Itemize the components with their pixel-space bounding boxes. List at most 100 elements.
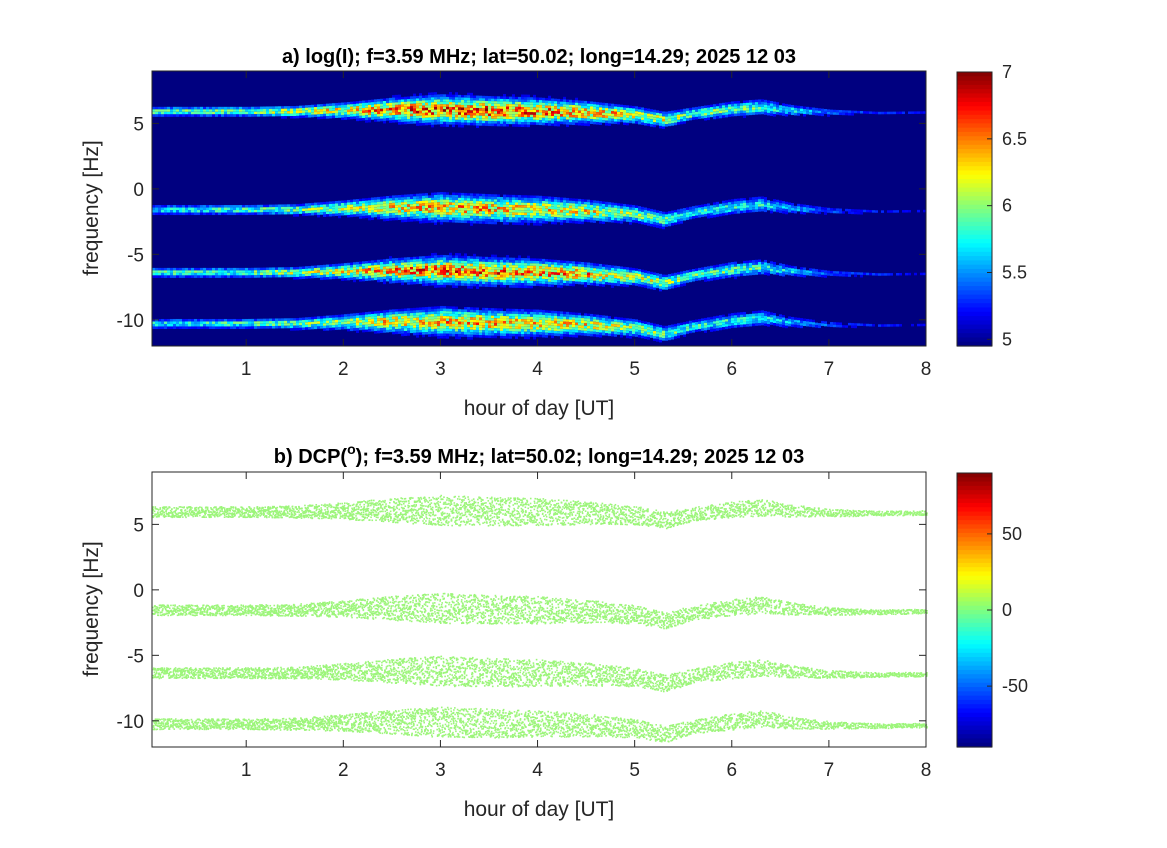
heatmap-cell	[539, 268, 542, 272]
heatmap-cell	[689, 216, 692, 220]
heatmap-cell	[416, 274, 419, 277]
heatmap-cell	[542, 97, 545, 101]
heatmap-cell	[605, 214, 608, 217]
heatmap-cell	[683, 275, 686, 279]
heatmap-cell	[608, 270, 611, 273]
heatmap-cell	[515, 212, 518, 215]
heatmap-cell	[419, 218, 422, 222]
heatmap-cell	[560, 272, 563, 276]
heatmap-cell	[632, 108, 635, 111]
heatmap-cell	[419, 278, 422, 282]
heatmap-cell	[806, 205, 809, 208]
heatmap-cell	[362, 210, 365, 214]
heatmap-cell	[647, 223, 650, 226]
heatmap-cell	[236, 207, 239, 211]
heatmap-cell	[371, 107, 374, 110]
heatmap-cell	[740, 113, 743, 116]
heatmap-cell	[338, 203, 341, 206]
heatmap-cell	[341, 203, 344, 206]
heatmap-cell	[290, 267, 293, 270]
heatmap-cell	[467, 213, 470, 216]
heatmap-cell	[224, 272, 227, 276]
heatmap-cell	[857, 110, 860, 114]
heatmap-cell	[443, 212, 446, 215]
heatmap-cell	[425, 97, 428, 101]
heatmap-cell	[413, 259, 416, 262]
heatmap-cell	[392, 100, 395, 103]
heatmap-cell	[248, 275, 251, 278]
heatmap-cell	[206, 272, 209, 276]
heatmap-cell	[503, 274, 506, 278]
heatmap-cell	[260, 111, 263, 115]
heatmap-cell	[401, 111, 404, 115]
heatmap-cell	[521, 278, 524, 281]
heatmap-cell	[434, 270, 437, 273]
heatmap-cell	[749, 107, 752, 111]
heatmap-cell	[152, 272, 155, 276]
heatmap-cell	[440, 269, 443, 273]
heatmap-cell	[209, 111, 212, 115]
heatmap-cell	[404, 99, 407, 102]
heatmap-cell	[566, 107, 569, 110]
heatmap-cell	[356, 199, 359, 202]
heatmap-cell	[506, 104, 509, 107]
heatmap-cell	[332, 110, 335, 114]
heatmap-cell	[437, 197, 440, 200]
heatmap-cell	[239, 275, 242, 278]
heatmap-cell	[662, 226, 665, 230]
heatmap-cell	[326, 267, 329, 270]
heatmap-cell	[173, 212, 176, 216]
heatmap-cell	[527, 210, 530, 213]
heatmap-cell	[434, 107, 437, 110]
heatmap-cell	[353, 272, 356, 275]
heatmap-cell	[665, 114, 668, 117]
heatmap-cell	[440, 204, 443, 208]
heatmap-cell	[488, 111, 491, 114]
heatmap-cell	[779, 202, 782, 206]
heatmap-cell	[401, 272, 404, 276]
heatmap-cell	[320, 106, 323, 110]
heatmap-cell	[530, 275, 533, 279]
heatmap-cell	[428, 205, 431, 208]
heatmap-cell	[419, 258, 422, 262]
heatmap-cell	[332, 113, 335, 116]
heatmap-cell	[380, 201, 383, 205]
heatmap-cell	[542, 206, 545, 209]
heatmap-cell	[668, 223, 671, 227]
heatmap-cell	[449, 282, 452, 286]
heatmap-cell	[578, 115, 581, 118]
heatmap-cell	[716, 272, 719, 275]
heatmap-cell	[500, 219, 503, 223]
heatmap-cell	[599, 117, 602, 120]
heatmap-cell	[290, 111, 293, 114]
heatmap-cell	[227, 106, 230, 110]
heatmap-cell	[800, 267, 803, 270]
heatmap-cell	[590, 108, 593, 112]
heatmap-cell	[167, 212, 170, 216]
heatmap-cell	[440, 99, 443, 102]
heatmap-cell	[479, 115, 482, 119]
heatmap-cell	[506, 96, 509, 100]
heatmap-cell	[551, 105, 554, 109]
heatmap-cell	[530, 258, 533, 261]
heatmap-cell	[341, 107, 344, 111]
heatmap-cell	[371, 210, 374, 213]
heatmap-cell	[629, 120, 632, 124]
heatmap-cell	[350, 101, 353, 105]
heatmap-cell	[611, 280, 614, 283]
heatmap-cell	[389, 215, 392, 219]
heatmap-cell	[518, 200, 521, 203]
heatmap-cell	[377, 214, 380, 217]
heatmap-cell	[362, 213, 365, 216]
heatmap-cell	[437, 101, 440, 105]
heatmap-cell	[389, 268, 392, 272]
heatmap-cell	[590, 202, 593, 206]
heatmap-cell	[626, 117, 629, 121]
heatmap-cell	[386, 276, 389, 279]
heatmap-cell	[905, 210, 908, 213]
heatmap-cell	[446, 99, 449, 102]
heatmap-cell	[614, 207, 617, 211]
heatmap-cell	[797, 105, 800, 109]
heatmap-cell	[668, 216, 671, 219]
heatmap-cell	[599, 278, 602, 282]
